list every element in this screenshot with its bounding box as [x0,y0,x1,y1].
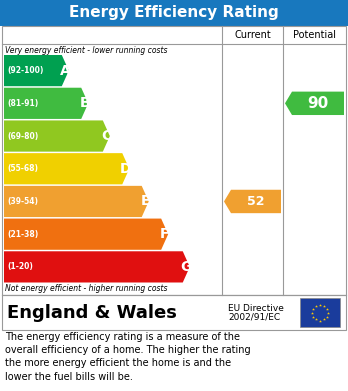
Text: (39-54): (39-54) [7,197,38,206]
Polygon shape [224,190,281,213]
Text: G: G [181,260,192,274]
Text: England & Wales: England & Wales [7,303,177,321]
Text: 90: 90 [307,96,329,111]
Polygon shape [4,219,168,250]
Polygon shape [4,120,110,152]
Text: (1-20): (1-20) [7,262,33,271]
Bar [2,295,346,330]
Text: 52: 52 [247,195,265,208]
Polygon shape [4,186,149,217]
Polygon shape [4,153,129,185]
Text: A: A [60,64,71,77]
Text: 2002/91/EC: 2002/91/EC [228,312,280,321]
Text: (92-100): (92-100) [7,66,44,75]
Text: (69-80): (69-80) [7,131,38,140]
Text: EU Directive: EU Directive [228,304,284,313]
Text: (81-91): (81-91) [7,99,38,108]
Text: Potential: Potential [293,30,336,40]
Text: F: F [160,227,169,241]
Text: B: B [79,96,90,110]
Text: (21-38): (21-38) [7,230,38,239]
Text: Very energy efficient - lower running costs: Very energy efficient - lower running co… [5,46,167,55]
Bar [2,26,346,295]
Text: Not energy efficient - higher running costs: Not energy efficient - higher running co… [5,284,167,293]
Text: E: E [141,194,150,208]
Polygon shape [4,88,88,119]
Polygon shape [285,91,344,115]
Text: Energy Efficiency Rating: Energy Efficiency Rating [69,5,279,20]
Bar [0,0,348,26]
Text: The energy efficiency rating is a measure of the
overall efficiency of a home. T: The energy efficiency rating is a measur… [5,332,251,382]
Text: D: D [120,162,132,176]
Polygon shape [4,251,190,283]
Text: (55-68): (55-68) [7,164,38,173]
Text: Current: Current [234,30,271,40]
Bar [300,298,340,327]
Text: C: C [101,129,111,143]
Polygon shape [4,55,69,86]
